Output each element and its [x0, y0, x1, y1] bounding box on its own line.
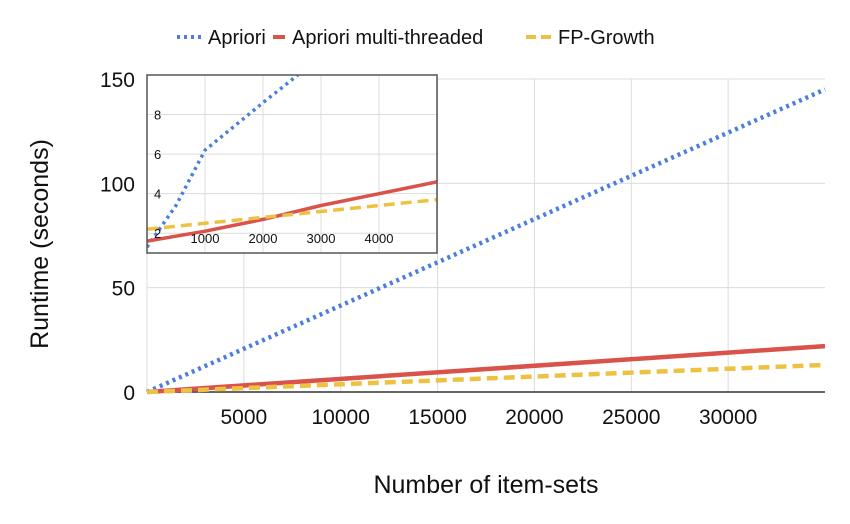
inset-frame: [146, 74, 438, 254]
main-x-tick-10000: 10000: [312, 406, 370, 429]
inset-y-tick-2: 2: [154, 226, 161, 241]
legend-label-apriori-multi-threaded: Apriori multi-threaded: [292, 27, 483, 49]
main-series: [146, 87, 826, 395]
main-x-tick-15000: 15000: [408, 406, 466, 429]
legend-label-apriori: Apriori: [208, 27, 266, 49]
inset-series-fp-growth: [147, 197, 437, 232]
y-axis-title: Runtime (seconds): [26, 139, 54, 349]
inset-chart: 1000 2000 3000 4000 2 4 6 8: [146, 74, 438, 254]
main-y-tick-50: 50: [112, 278, 135, 301]
main-y-tick-100: 100: [100, 173, 135, 196]
main-tick-labels: 5000 10000 15000 20000 25000 30000 0 50 100 150: [100, 69, 757, 429]
main-series-apriori: [146, 87, 826, 395]
inset-series: [147, 75, 437, 249]
inset-y-tick-4: 4: [154, 187, 161, 202]
inset-y-tick-8: 8: [154, 108, 161, 123]
inset-x-tick-2000: 2000: [249, 231, 278, 246]
legend-item-apriori: Apriori: [177, 27, 266, 49]
x-axis-title: Number of item-sets: [373, 471, 598, 499]
main-x-tick-20000: 20000: [505, 406, 563, 429]
inset-x-tick-1000: 1000: [191, 231, 220, 246]
inset-x-tick-4000: 4000: [365, 231, 394, 246]
legend-label-fp-growth: FP-Growth: [558, 27, 655, 49]
inset-background: [147, 75, 437, 253]
inset-y-tick-6: 6: [154, 147, 161, 162]
inset-x-tick-3000: 3000: [307, 231, 336, 246]
main-y-tick-0: 0: [123, 382, 135, 405]
main-y-tick-150: 150: [100, 69, 135, 92]
main-series-fp-growth: [146, 362, 826, 395]
main-series-apriori-multi-threaded: [146, 343, 826, 395]
legend-item-fp-growth: FP-Growth: [526, 27, 655, 49]
inset-series-apriori: [147, 75, 299, 249]
inset-tick-labels: 1000 2000 3000 4000 2 4 6 8: [154, 108, 393, 246]
main-x-tick-30000: 30000: [699, 406, 757, 429]
main-x-tick-25000: 25000: [602, 406, 660, 429]
inset-series-apriori-multi-threaded: [147, 180, 437, 243]
legend: Apriori Apriori multi-threaded FP-Growth: [177, 27, 655, 49]
legend-item-apriori-multi-threaded: Apriori multi-threaded: [273, 27, 483, 49]
main-x-tick-5000: 5000: [220, 406, 267, 429]
